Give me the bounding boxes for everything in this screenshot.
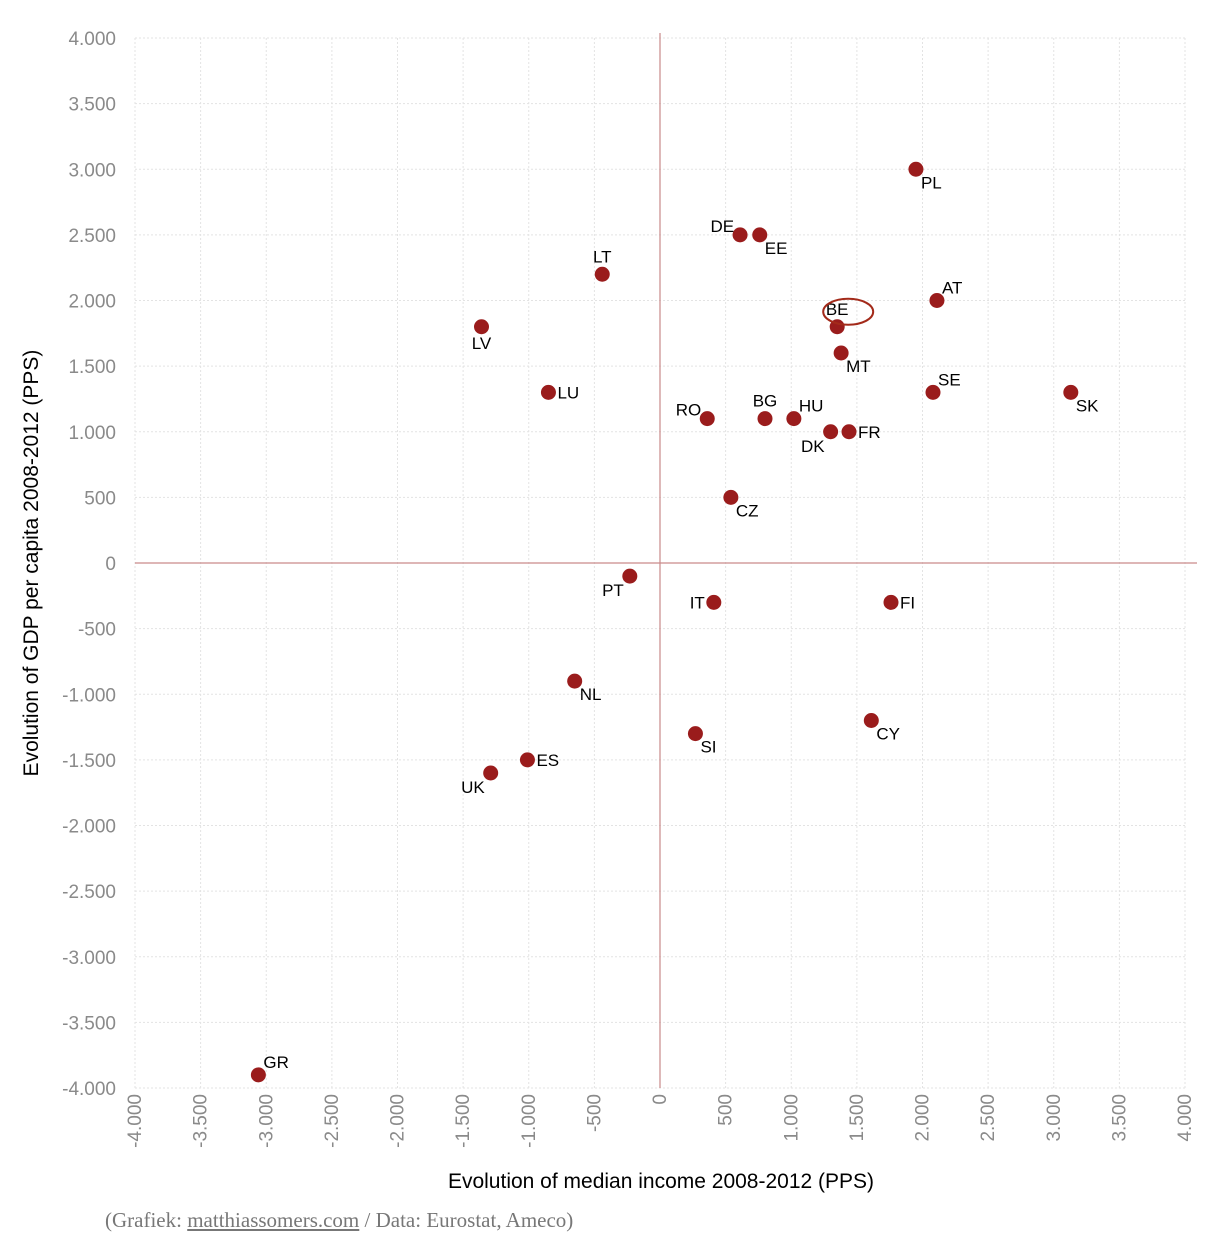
point-label-si: SI bbox=[700, 738, 716, 757]
y-tick-label: -2.500 bbox=[62, 882, 116, 903]
scatter-chart: -4.000 -3.500 -3.000 -2.500 -2.000 -1.500 -1.0… bbox=[20, 29, 1197, 1193]
y-tick-label: 4.000 bbox=[68, 29, 116, 50]
data-points bbox=[250, 161, 1079, 1083]
x-tick-label: 500 bbox=[716, 1094, 737, 1126]
point-label-lv: LV bbox=[472, 334, 492, 353]
point-label-ro: RO bbox=[676, 401, 702, 420]
data-point-at bbox=[929, 293, 945, 308]
x-tick-label: -500 bbox=[584, 1094, 605, 1132]
data-point-ee bbox=[752, 227, 768, 243]
data-point-de bbox=[732, 227, 748, 243]
data-point-ro bbox=[699, 411, 715, 427]
source-link[interactable]: matthiassomers.com bbox=[187, 1208, 360, 1232]
point-label-cz: CZ bbox=[736, 501, 759, 520]
x-tick-label: 3.000 bbox=[1044, 1094, 1065, 1142]
x-tick-label: 2.000 bbox=[913, 1094, 934, 1142]
point-label-se: SE bbox=[938, 370, 961, 389]
data-point-lu bbox=[540, 384, 556, 400]
y-tick-label: 1.500 bbox=[68, 357, 116, 378]
data-point-mt bbox=[833, 345, 849, 361]
point-label-fi: FI bbox=[900, 593, 915, 612]
x-tick-label: 0 bbox=[650, 1094, 671, 1105]
data-point-bg bbox=[757, 411, 773, 427]
data-point-it bbox=[706, 594, 722, 610]
y-tick-label: -1.000 bbox=[62, 685, 116, 706]
x-tick-label: -2.500 bbox=[322, 1094, 343, 1148]
x-axis-title: Evolution of median income 2008-2012 (PP… bbox=[448, 1170, 874, 1193]
x-tick-label: 1.500 bbox=[847, 1094, 868, 1142]
y-tick-label: 3.000 bbox=[68, 160, 116, 181]
data-point-pt bbox=[622, 568, 638, 584]
point-label-hu: HU bbox=[799, 397, 824, 416]
point-label-sk: SK bbox=[1076, 396, 1099, 415]
y-tick-label: 2.000 bbox=[68, 292, 116, 313]
point-label-uk: UK bbox=[461, 778, 485, 797]
y-tick-label: -4.000 bbox=[62, 1079, 116, 1100]
y-tick-label: -2.000 bbox=[62, 817, 116, 838]
data-point-nl bbox=[567, 673, 583, 689]
y-tick-label: 0 bbox=[105, 554, 116, 575]
x-tick-label: -3.000 bbox=[256, 1094, 277, 1148]
point-label-es: ES bbox=[536, 751, 559, 770]
y-tick-label: -3.500 bbox=[62, 1013, 116, 1034]
y-tick-label: -500 bbox=[78, 620, 116, 641]
data-point-fr bbox=[841, 424, 857, 440]
point-labels: PL DE EE LT AT BE LV MT LU SE SK RO BG HU DK FR CZ PT IT FI… bbox=[263, 173, 1099, 1072]
point-label-dk: DK bbox=[801, 437, 825, 456]
point-label-bg: BG bbox=[753, 392, 778, 411]
y-tick-label: -1.500 bbox=[62, 751, 116, 772]
x-tick-label: -2.000 bbox=[388, 1094, 409, 1148]
x-tick-label: 3.500 bbox=[1109, 1094, 1130, 1142]
point-label-it: IT bbox=[690, 593, 705, 612]
source-caption: (Grafiek: matthiassomers.com / Data: Eur… bbox=[105, 1208, 573, 1233]
point-label-ee: EE bbox=[765, 239, 788, 258]
caption-prefix: (Grafiek: bbox=[105, 1208, 188, 1232]
zero-axes bbox=[135, 33, 1197, 1088]
point-label-gr: GR bbox=[263, 1053, 289, 1072]
highlight-ring bbox=[822, 297, 875, 326]
data-point-hu bbox=[786, 411, 802, 427]
data-point-fi bbox=[883, 594, 899, 610]
point-label-fr: FR bbox=[858, 423, 881, 442]
point-label-be: BE bbox=[826, 300, 849, 319]
data-point-si bbox=[687, 726, 703, 742]
x-tick-label: -4.000 bbox=[125, 1094, 146, 1148]
data-point-dk bbox=[823, 424, 839, 440]
y-tick-label: 2.500 bbox=[68, 226, 116, 247]
y-tick-label: 3.500 bbox=[68, 95, 116, 116]
x-tick-label: 1.000 bbox=[781, 1094, 802, 1142]
y-tick-label: -3.000 bbox=[62, 948, 116, 969]
point-label-pt: PT bbox=[602, 581, 624, 600]
y-tick-label: 1.000 bbox=[68, 423, 116, 444]
y-tick-label: 500 bbox=[84, 488, 116, 509]
data-point-cy bbox=[863, 713, 879, 728]
point-label-lt: LT bbox=[593, 247, 612, 266]
data-point-pl bbox=[908, 161, 924, 177]
data-point-se bbox=[925, 384, 941, 400]
y-tick-labels: 4.000 3.500 3.000 2.500 2.000 1.500 1.000 500 0 -… bbox=[62, 29, 116, 1100]
caption-suffix: / Data: Eurostat, Ameco) bbox=[359, 1208, 574, 1232]
data-point-sk bbox=[1063, 384, 1079, 400]
x-tick-label: -3.500 bbox=[191, 1094, 212, 1148]
point-label-pl: PL bbox=[921, 173, 942, 192]
x-tick-label: -1.000 bbox=[519, 1094, 540, 1148]
point-label-at: AT bbox=[942, 279, 962, 298]
data-point-gr bbox=[250, 1067, 266, 1083]
x-tick-label: -1.500 bbox=[453, 1094, 474, 1148]
point-label-cy: CY bbox=[876, 725, 900, 744]
data-point-uk bbox=[483, 765, 499, 781]
data-point-cz bbox=[723, 489, 739, 505]
x-tick-label: 2.500 bbox=[978, 1094, 999, 1142]
data-point-lt bbox=[594, 266, 610, 282]
data-point-es bbox=[519, 752, 535, 768]
point-label-de: DE bbox=[710, 217, 734, 236]
x-tick-labels: -4.000 -3.500 -3.000 -2.500 -2.000 -1.500 -1.0… bbox=[125, 1094, 1196, 1148]
x-tick-label: 4.000 bbox=[1175, 1094, 1196, 1142]
point-label-lu: LU bbox=[557, 383, 579, 402]
point-label-mt: MT bbox=[846, 357, 871, 376]
y-axis-title: Evolution of GDP per capita 2008-2012 (P… bbox=[20, 350, 43, 777]
data-point-lv bbox=[474, 319, 489, 335]
point-label-nl: NL bbox=[580, 685, 602, 704]
